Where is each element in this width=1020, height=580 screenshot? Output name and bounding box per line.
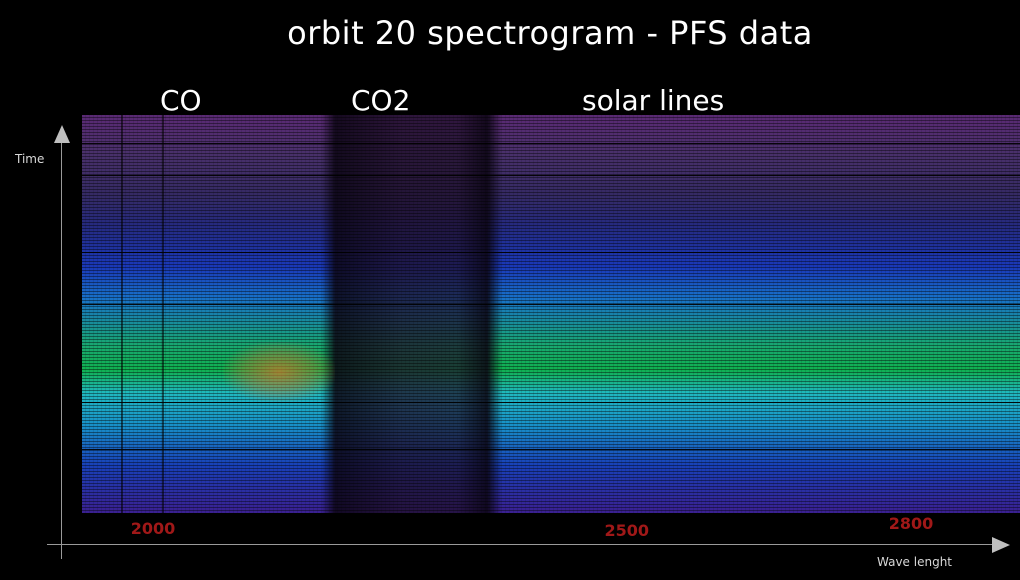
x-tick-label: 2500 [604, 521, 650, 540]
x-axis-arrow-icon [992, 537, 1010, 553]
x-axis-label: Wave lenght [877, 555, 952, 569]
y-axis-label: Time [15, 152, 45, 166]
detector-line [121, 115, 124, 513]
x-tick-label: 2000 [130, 519, 176, 538]
spectrogram-heatmap [82, 115, 1020, 513]
y-axis [61, 135, 62, 559]
detector-line [161, 115, 164, 513]
annotation-co2: CO2 [351, 84, 411, 117]
scan-gap [82, 252, 1020, 254]
x-tick-label: 2800 [888, 514, 934, 533]
chart-title: orbit 20 spectrogram - PFS data [287, 14, 813, 52]
scan-gap [82, 142, 1020, 144]
scan-gap [82, 401, 1020, 403]
x-axis [47, 544, 997, 545]
annotation-solar-lines: solar lines [582, 84, 725, 117]
y-axis-arrow-icon [54, 125, 70, 143]
scan-gap [82, 304, 1020, 306]
scan-gap [82, 449, 1020, 451]
annotation-co: CO [160, 84, 202, 117]
intensity-peak [222, 341, 336, 402]
scan-gap [82, 174, 1020, 176]
